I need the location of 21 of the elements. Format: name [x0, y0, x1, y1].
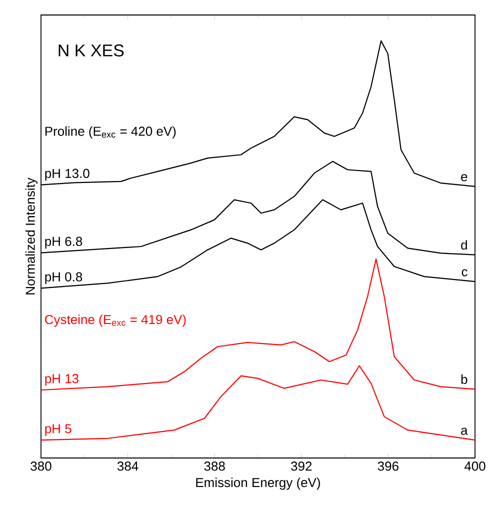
series-label: pH 5	[45, 424, 72, 436]
x-tick-label: 392	[291, 462, 312, 471]
y-axis-title: Normalized Intensity	[25, 178, 38, 294]
annotation: Proline (E$_{exc}$ = 420 eV)	[45, 126, 176, 138]
annotation: b	[461, 374, 468, 384]
series-label: pH 13.0	[45, 168, 90, 181]
x-tick-label: 384	[117, 462, 138, 471]
annotation: a	[461, 428, 468, 435]
annotation: Cysteine (E$_{exc}$ = 419 eV)	[45, 314, 186, 327]
x-tick-label: 396	[378, 462, 398, 471]
annotation: d	[461, 240, 467, 250]
series-label: pH 13	[45, 374, 78, 386]
annotation: e	[461, 174, 468, 182]
x-tick-label: 388	[204, 462, 225, 471]
series-label: pH 6.8	[45, 236, 82, 249]
x-tick-label: 400	[464, 462, 486, 471]
annotation: N K XES	[58, 44, 124, 56]
annotation: c	[462, 269, 468, 276]
series-label: pH 0.8	[45, 272, 82, 284]
x-axis-title: Emission Energy (eV)	[196, 478, 320, 490]
x-tick-label: 380	[30, 462, 52, 471]
